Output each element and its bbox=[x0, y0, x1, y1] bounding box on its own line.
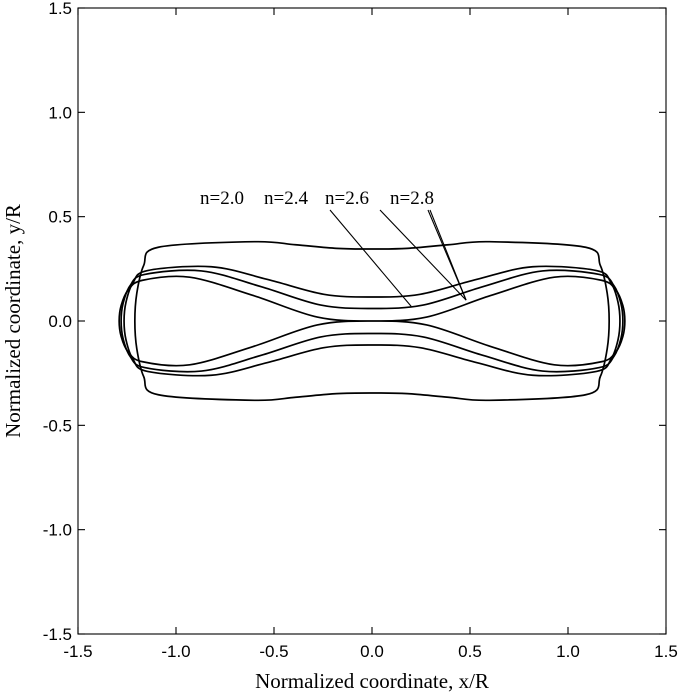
leader-line bbox=[329, 209, 412, 307]
y-tick-label: 0.0 bbox=[48, 312, 72, 331]
y-tick-label: -1.5 bbox=[43, 625, 72, 644]
x-tick-label: 0.0 bbox=[360, 642, 384, 661]
x-tick-label: 1.5 bbox=[654, 642, 678, 661]
curve-n-2-8 bbox=[118, 275, 626, 367]
curve-label: n=2.8 bbox=[390, 188, 434, 209]
curve-label: n=2.0 bbox=[200, 188, 244, 209]
x-tick-label: -1.0 bbox=[161, 642, 190, 661]
tick-labels: -1.5 -1.0 -0.5 0.0 0.5 1.0 1.5 -1.5 -1.0 -0.5 0.0 0… bbox=[43, 0, 678, 661]
y-tick-label: 1.5 bbox=[48, 0, 72, 18]
leader-lines bbox=[329, 209, 467, 307]
y-tick-label: 1.0 bbox=[48, 103, 72, 122]
curve-labels: n=2.0 n=2.4 n=2.6 n=2.8 bbox=[200, 188, 434, 209]
y-axis-title: Normalized coordinate, y/R bbox=[1, 204, 25, 438]
ticks bbox=[77, 7, 667, 635]
curves bbox=[118, 240, 626, 402]
leader-line bbox=[429, 209, 467, 301]
x-tick-label: -1.5 bbox=[63, 642, 92, 661]
curve-n-2-0 bbox=[133, 240, 611, 402]
y-tick-label: 0.5 bbox=[48, 208, 72, 227]
curve-label: n=2.6 bbox=[325, 188, 369, 209]
curve-n-2-6 bbox=[120, 269, 624, 373]
x-tick-label: 1.0 bbox=[556, 642, 580, 661]
leader-line bbox=[379, 209, 467, 301]
x-tick-label: -0.5 bbox=[259, 642, 288, 661]
x-tick-label: 0.5 bbox=[458, 642, 482, 661]
curve-label: n=2.4 bbox=[264, 188, 308, 209]
y-tick-label: -1.0 bbox=[43, 521, 72, 540]
x-axis-title: Normalized coordinate, x/R bbox=[255, 669, 489, 693]
curve-n-2-4 bbox=[123, 265, 621, 377]
y-tick-label: -0.5 bbox=[43, 416, 72, 435]
